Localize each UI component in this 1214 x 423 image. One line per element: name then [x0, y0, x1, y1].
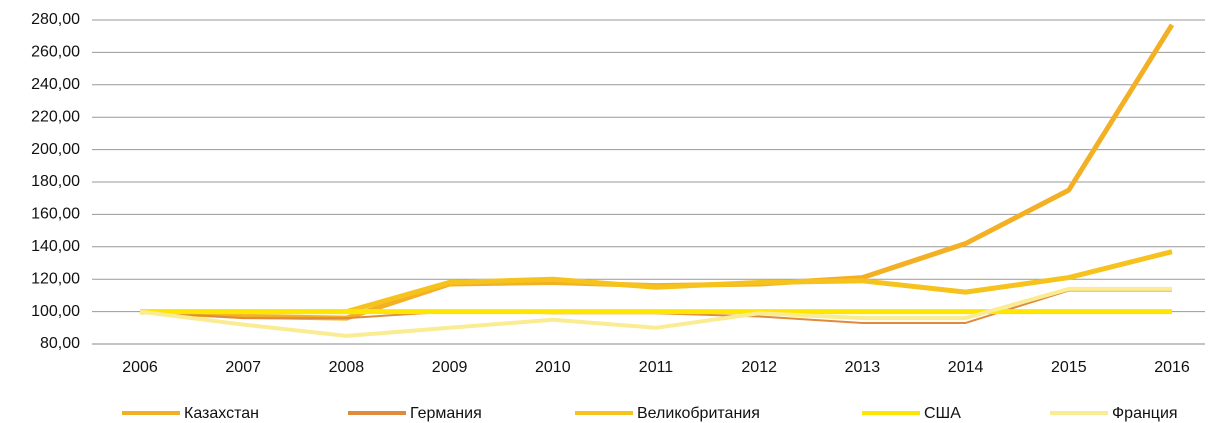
x-tick-label: 2016	[1154, 359, 1190, 376]
x-tick-label: 2015	[1051, 359, 1087, 376]
y-tick-label: 260,00	[31, 44, 80, 61]
y-tick-label: 220,00	[31, 108, 80, 125]
legend-label: Германия	[410, 405, 482, 422]
y-tick-label: 140,00	[31, 238, 80, 255]
y-tick-label: 200,00	[31, 141, 80, 158]
x-tick-label: 2011	[639, 359, 674, 376]
series-line	[139, 23, 1175, 321]
y-tick-label: 100,00	[31, 303, 80, 320]
x-tick-label: 2007	[225, 359, 261, 376]
legend-label: Франция	[1112, 405, 1178, 422]
x-tick-label: 2013	[845, 359, 881, 376]
y-tick-label: 80,00	[40, 335, 80, 352]
legend-label: Казахстан	[184, 405, 259, 422]
y-tick-label: 180,00	[31, 173, 80, 190]
series-line	[139, 289, 1172, 324]
legend-label: Великобритания	[637, 405, 760, 422]
y-tick-label: 160,00	[31, 206, 80, 223]
y-tick-label: 240,00	[31, 76, 80, 93]
x-tick-label: 2010	[535, 359, 571, 376]
series-line	[139, 286, 1172, 338]
x-tick-label: 2012	[741, 359, 777, 376]
legend-label: США	[924, 405, 961, 422]
x-tick-label: 2008	[329, 359, 365, 376]
y-tick-label: 120,00	[31, 270, 80, 287]
x-tick-label: 2009	[432, 359, 468, 376]
x-tick-label: 2014	[948, 359, 984, 376]
x-tick-label: 2006	[122, 359, 158, 376]
y-tick-label: 280,00	[31, 11, 80, 28]
